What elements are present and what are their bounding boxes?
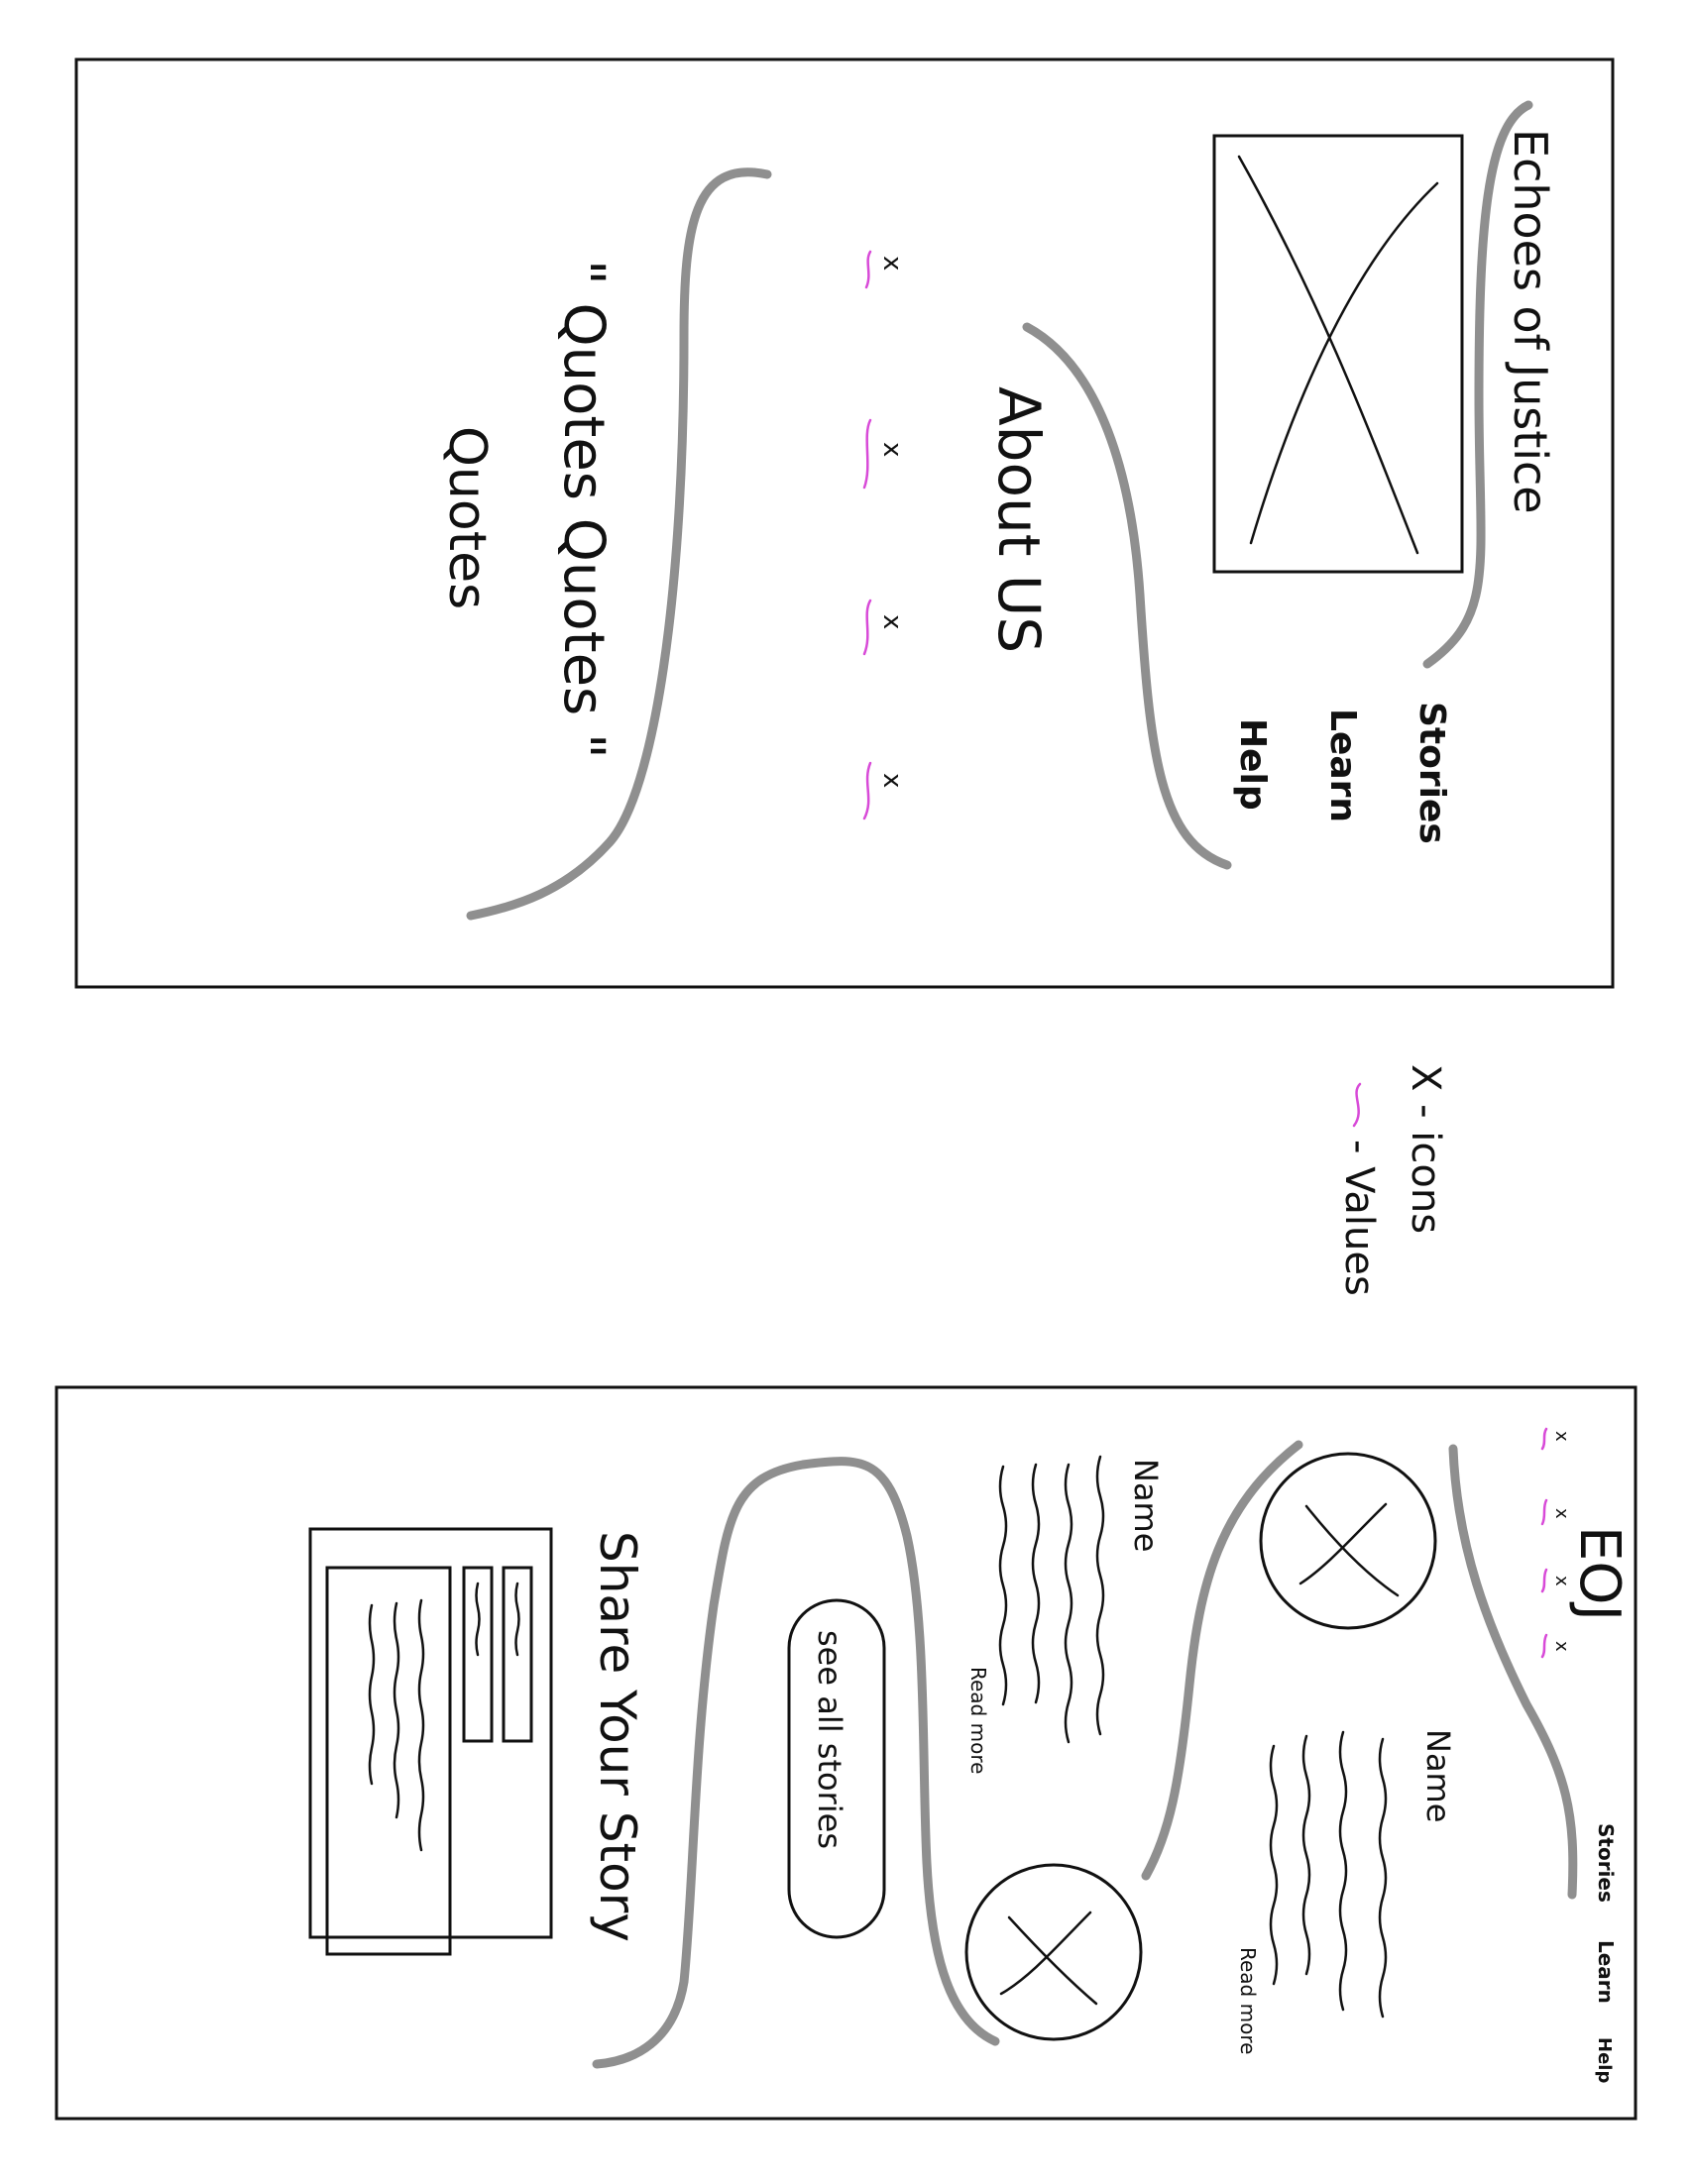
story-text-lines <box>998 1455 1105 1744</box>
landing-decorative-curve-1 <box>1422 100 1533 669</box>
value-item: x <box>1540 1633 1572 1659</box>
email-input[interactable] <box>502 1566 533 1743</box>
values-marker <box>1540 1568 1548 1593</box>
landing-decorative-curve-3 <box>466 167 772 921</box>
landing-page-frame <box>74 57 1615 989</box>
stories-decorative-curve-1 <box>1448 1444 1578 1900</box>
story-avatar-placeholder <box>1259 1452 1437 1630</box>
nav-item-stories[interactable]: Stories <box>1594 1823 1618 1903</box>
nav-item-help[interactable]: Help <box>1594 2037 1615 2083</box>
values-marker <box>862 761 872 820</box>
landing-decorative-curve-2 <box>1022 322 1232 870</box>
story-avatar-placeholder <box>964 1863 1143 2041</box>
value-x-icon: x <box>1551 1576 1572 1586</box>
value-x-icon: x <box>1551 1508 1572 1519</box>
stories-nav: Stories Learn Help <box>1594 1823 1618 2083</box>
nav-item-stories[interactable]: Stories <box>1411 702 1452 844</box>
story-name: Name <box>1419 1729 1457 1822</box>
value-x-icon: x <box>877 773 907 788</box>
values-marker <box>862 418 872 490</box>
value-item: x <box>862 761 907 820</box>
legend-values-label: - Values <box>1336 1140 1382 1296</box>
story-text-lines <box>1269 1730 1388 2019</box>
stories-decorative-curve-3 <box>592 1457 1000 2069</box>
legend-values-marker <box>1352 1082 1362 1128</box>
landing-page-wireframe: Echoes of Justice image-placeholder-x St… <box>74 57 1615 989</box>
quote-text-line-2: Quotes <box>437 426 497 609</box>
stories-page-frame <box>55 1385 1637 2121</box>
values-marker <box>1540 1498 1548 1526</box>
share-story-form-frame <box>308 1527 553 1939</box>
story-name: Name <box>1127 1459 1165 1552</box>
story-card: Name Read more <box>1236 1452 1457 2054</box>
values-marker <box>864 250 872 289</box>
hero-image-placeholder <box>1212 134 1464 574</box>
nav-item-learn[interactable]: Learn <box>1594 1940 1618 2004</box>
value-item: x <box>1540 1498 1572 1526</box>
value-x-icon: x <box>877 256 907 271</box>
nav-item-help[interactable]: Help <box>1232 718 1273 811</box>
eoj-logo: EOJ <box>1567 1526 1632 1621</box>
story-card: Name Read more <box>964 1455 1165 2041</box>
value-item: x <box>864 250 907 289</box>
site-title: Echoes of Justice <box>1504 129 1557 514</box>
stories-page-wireframe: EOJ x x x x Stories Learn Help <box>55 1385 1637 2121</box>
landing-nav: Stories Learn Help <box>1232 702 1452 844</box>
name-input[interactable] <box>462 1566 494 1743</box>
quote-text-line-1: " Quotes Quotes " <box>551 260 616 759</box>
stories-values-row: x x x x <box>1540 1427 1572 1659</box>
values-marker <box>862 599 872 656</box>
nav-item-learn[interactable]: Learn <box>1322 709 1363 822</box>
value-x-icon: x <box>877 614 907 629</box>
value-item: x <box>1540 1568 1572 1593</box>
values-marker <box>1540 1427 1548 1451</box>
read-more-link[interactable]: Read more <box>966 1667 990 1774</box>
stories-decorative-curve-2 <box>1141 1440 1303 1881</box>
legend: X - icons - Values <box>1336 1064 1448 1296</box>
value-x-icon: x <box>1551 1641 1572 1652</box>
share-story-form <box>308 1527 553 1956</box>
value-x-icon: x <box>1551 1431 1572 1442</box>
value-item: x <box>1540 1427 1572 1451</box>
value-item: x <box>862 418 907 490</box>
values-marker <box>1540 1633 1548 1659</box>
values-row: x x x x <box>862 250 907 820</box>
value-item: x <box>862 599 907 656</box>
see-all-stories-button[interactable]: see all stories <box>787 1598 886 1939</box>
read-more-link[interactable]: Read more <box>1236 1947 1260 2054</box>
see-all-stories-label: see all stories <box>811 1630 848 1849</box>
value-x-icon: x <box>877 442 907 457</box>
about-us-heading: About US <box>985 386 1053 653</box>
story-textarea[interactable] <box>325 1566 452 1956</box>
legend-icons-label: X - icons <box>1403 1064 1448 1234</box>
share-your-story-heading: Share Your Story <box>589 1531 646 1942</box>
